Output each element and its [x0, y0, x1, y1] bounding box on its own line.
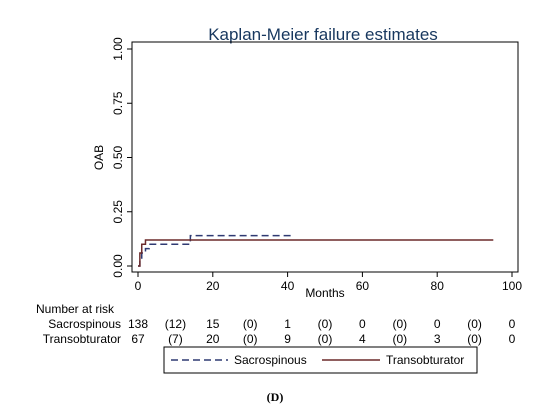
series-layer — [138, 234, 494, 267]
y-tick-label: 0.00 — [111, 254, 125, 278]
y-tick-label: 1.00 — [111, 37, 125, 61]
y-tick-label: 0.75 — [111, 91, 125, 115]
risk-cell: (0) — [318, 317, 333, 331]
risk-cell: (12) — [165, 317, 186, 331]
risk-cell: (0) — [243, 332, 258, 346]
risk-row-label: Transobturator — [43, 332, 121, 346]
risk-cell: 0 — [509, 332, 516, 346]
risk-cell: 0 — [434, 317, 441, 331]
legend: Sacrospinous Transobturator — [163, 346, 478, 374]
series-sacrospinous-line — [138, 234, 292, 267]
risk-cell: 3 — [434, 332, 441, 346]
risk-cell: (0) — [318, 332, 333, 346]
x-tick-label: 80 — [431, 279, 445, 293]
risk-cell: 1 — [284, 317, 291, 331]
legend-label-transobturator: Transobturator — [386, 353, 464, 367]
risk-cell: (0) — [467, 317, 482, 331]
x-tick-label: 0 — [135, 279, 142, 293]
risk-table-header: Number at risk — [36, 302, 115, 316]
series-transobturator-line — [138, 239, 494, 267]
risk-cell: 9 — [284, 332, 291, 346]
risk-cell: (0) — [243, 317, 258, 331]
axes: 0 20 40 60 80 100 Months 0.00 0.25 0.50 0.75 1.00 OA… — [92, 37, 522, 300]
x-tick-label: 100 — [502, 279, 522, 293]
risk-cell: 67 — [131, 332, 145, 346]
y-tick-label: 0.25 — [111, 200, 125, 224]
risk-cell: (0) — [392, 317, 407, 331]
x-tick-label: 60 — [356, 279, 370, 293]
chart-title: Kaplan-Meier failure estimates — [208, 25, 438, 44]
risk-cell: 138 — [128, 317, 148, 331]
risk-cell: (7) — [168, 332, 183, 346]
risk-row-label: Sacrospinous — [48, 317, 121, 331]
legend-label-sacrospinous: Sacrospinous — [234, 353, 307, 367]
x-tick-label: 20 — [206, 279, 220, 293]
risk-cell: 15 — [206, 317, 220, 331]
risk-table: Number at risk Sacrospinous 138 (12) 15 (0) 1… — [36, 302, 516, 346]
risk-cell: (0) — [392, 332, 407, 346]
x-axis-title: Months — [305, 286, 344, 300]
risk-cell: (0) — [467, 332, 482, 346]
panel-label: (D) — [267, 390, 284, 404]
y-tick-label: 0.50 — [111, 145, 125, 169]
risk-cell: 20 — [206, 332, 220, 346]
risk-cell: 0 — [359, 317, 366, 331]
risk-cell: 4 — [359, 332, 366, 346]
risk-cell: 0 — [509, 317, 516, 331]
y-axis-title: OAB — [92, 145, 106, 170]
x-tick-label: 40 — [281, 279, 295, 293]
